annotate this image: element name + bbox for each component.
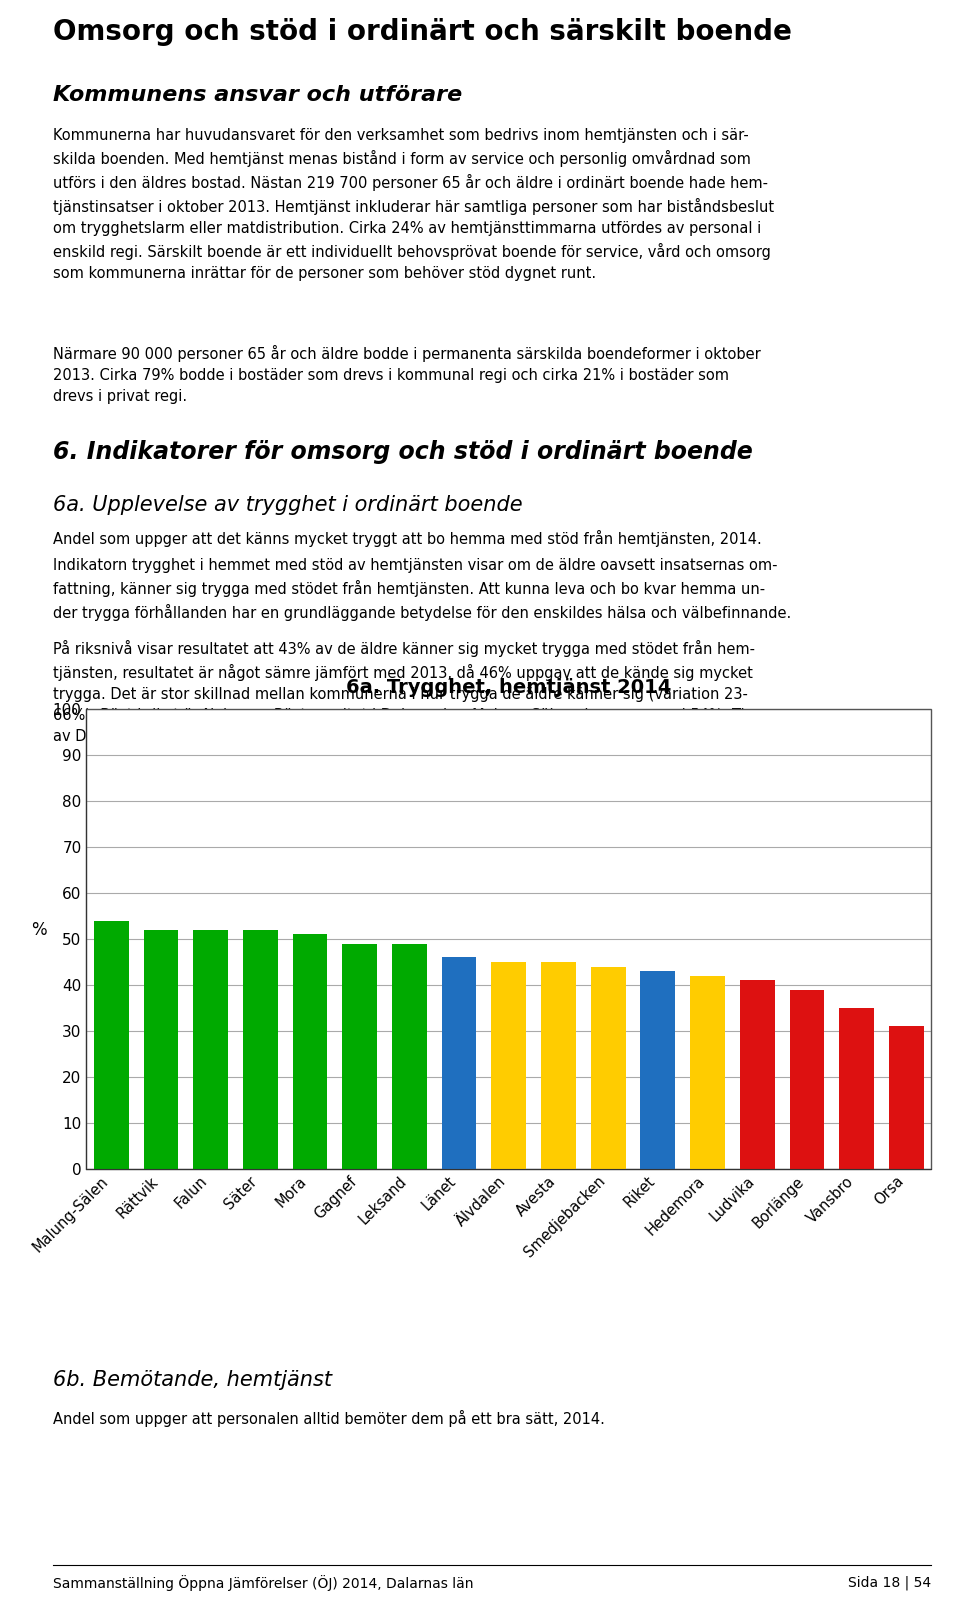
Text: Andel som uppger att personalen alltid bemöter dem på ett bra sätt, 2014.: Andel som uppger att personalen alltid b… bbox=[53, 1410, 605, 1427]
Bar bbox=[343, 943, 377, 1169]
Text: Omsorg och stöd i ordinärt och särskilt boende: Omsorg och stöd i ordinärt och särskilt … bbox=[53, 18, 792, 47]
Bar bbox=[392, 943, 427, 1169]
Bar bbox=[492, 962, 526, 1169]
Bar bbox=[640, 970, 675, 1169]
Y-axis label: %: % bbox=[31, 920, 47, 938]
Text: Sammanställning Öppna Jämförelser (ÖJ) 2014, Dalarnas län: Sammanställning Öppna Jämförelser (ÖJ) 2… bbox=[53, 1575, 473, 1591]
Bar bbox=[193, 930, 228, 1169]
Bar bbox=[740, 980, 775, 1169]
Bar bbox=[541, 962, 576, 1169]
Text: Kommunerna har huvudansvaret för den verksamhet som bedrivs inom hemtjänsten och: Kommunerna har huvudansvaret för den ver… bbox=[53, 127, 774, 280]
Text: Kommunens ansvar och utförare: Kommunens ansvar och utförare bbox=[53, 85, 462, 105]
Bar bbox=[243, 930, 277, 1169]
Text: 6a. Upplevelse av trygghet i ordinärt boende: 6a. Upplevelse av trygghet i ordinärt bo… bbox=[53, 495, 522, 514]
Text: Indikatorn trygghet i hemmet med stöd av hemtjänsten visar om de äldre oavsett i: Indikatorn trygghet i hemmet med stöd av… bbox=[53, 558, 791, 621]
Text: Närmare 90 000 personer 65 år och äldre bodde i permanenta särskilda boendeforme: Närmare 90 000 personer 65 år och äldre … bbox=[53, 345, 760, 405]
Text: Andel som uppger att det känns mycket tryggt att bo hemma med stöd från hemtjäns: Andel som uppger att det känns mycket tr… bbox=[53, 530, 761, 546]
Bar bbox=[293, 935, 327, 1169]
Text: På riksnivå visar resultatet att 43% av de äldre känner sig mycket trygga med st: På riksnivå visar resultatet att 43% av … bbox=[53, 640, 755, 745]
Title: 6a. Trygghet, hemtjänst 2014: 6a. Trygghet, hemtjänst 2014 bbox=[347, 677, 671, 696]
Bar bbox=[789, 990, 825, 1169]
Text: 6b. Bemötande, hemtjänst: 6b. Bemötande, hemtjänst bbox=[53, 1370, 332, 1390]
Text: Sida 18 | 54: Sida 18 | 54 bbox=[848, 1575, 931, 1589]
Bar bbox=[839, 1008, 874, 1169]
Bar bbox=[590, 967, 626, 1169]
Bar bbox=[690, 975, 725, 1169]
Bar bbox=[889, 1027, 924, 1169]
Bar bbox=[442, 958, 476, 1169]
Bar bbox=[144, 930, 179, 1169]
Bar bbox=[94, 920, 129, 1169]
Text: 6. Indikatorer för omsorg och stöd i ordinärt boende: 6. Indikatorer för omsorg och stöd i ord… bbox=[53, 440, 753, 464]
